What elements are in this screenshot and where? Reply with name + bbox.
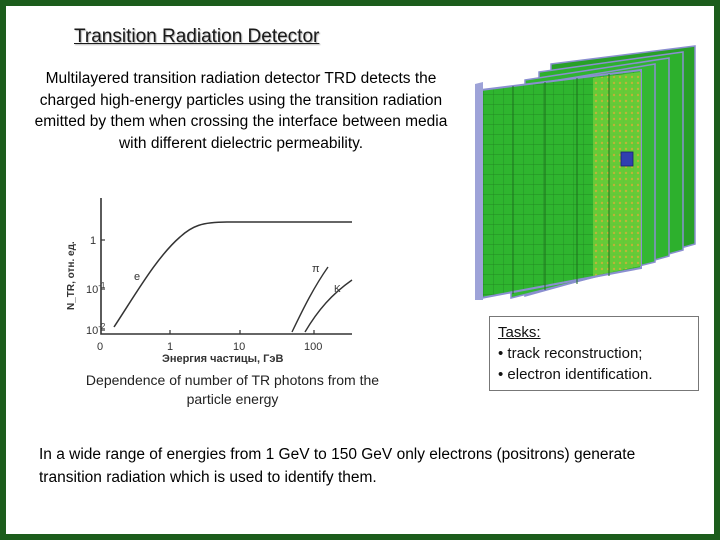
tasks-heading: Tasks:	[498, 324, 541, 341]
x-tick-0: 0	[97, 341, 103, 353]
y-tick-1: 1	[90, 235, 96, 247]
x-tick-100: 100	[304, 341, 322, 353]
y-axis-label: N_TR, отн. ед.	[66, 241, 77, 310]
summary-text: In a wide range of energies from 1 GeV t…	[39, 446, 636, 486]
curve-label-k: K	[334, 284, 341, 295]
task-item-electron: • electron identification.	[498, 366, 653, 383]
curve-label-pi: π	[312, 263, 320, 275]
slide-title: Transition Radiation Detector	[74, 26, 320, 47]
x-axis-label: Энергия частицы, ГэВ	[162, 353, 283, 364]
y-tick-2: 10-1	[86, 281, 106, 296]
curve-label-e: e	[134, 271, 140, 283]
x-tick-1: 1	[167, 341, 173, 353]
chart-axes	[100, 198, 352, 335]
curve-pion	[291, 266, 329, 333]
curve-electron	[113, 221, 352, 328]
task-item-track: • track reconstruction;	[498, 345, 643, 362]
figure-caption: Dependence of number of TR photons from …	[85, 372, 380, 407]
trd-detector-illustration	[475, 45, 696, 300]
curve-kaon	[304, 279, 353, 333]
tasks-box: Tasks: • track reconstruction; • electro…	[489, 316, 699, 391]
detector-layers	[475, 45, 696, 300]
intro-text: Multilayered transition radiation detect…	[34, 70, 448, 152]
tr-photon-chart: e π K 1 10-1 10-2 0 1 10 100 Энергия час…	[66, 198, 353, 364]
x-tick-10: 10	[233, 341, 245, 353]
